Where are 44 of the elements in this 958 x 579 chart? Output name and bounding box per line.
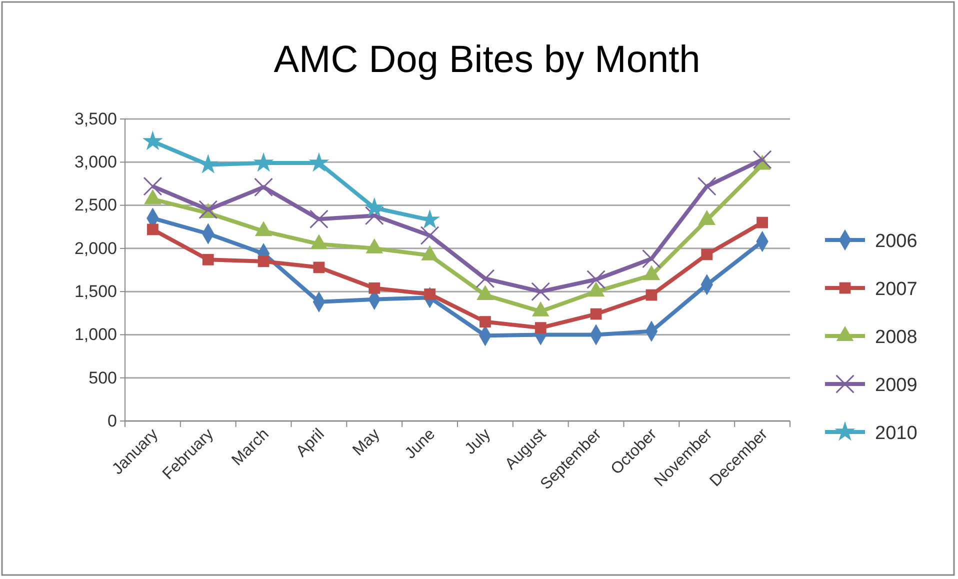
y-tick-label: 2,000 [74,238,117,258]
point [253,152,274,172]
y-tick-label: 2,500 [74,196,117,215]
chart-title: AMC Dog Bites by Month [274,39,700,81]
point [646,289,658,301]
point [364,197,385,217]
y-tick-label: 500 [88,368,117,388]
point [424,288,436,300]
point [642,249,661,268]
x-tick-label: July [462,426,494,458]
point [309,210,328,229]
y-tick-label: 1,500 [74,282,117,302]
point [364,206,384,226]
point [534,322,546,334]
point [202,254,214,266]
point [476,269,495,288]
point [480,316,491,328]
point [420,226,440,245]
legend-label: 2009 [875,375,918,396]
point [198,200,218,220]
point [590,308,602,320]
legend-label: 2007 [875,279,918,300]
x-tick-label: May [350,426,384,460]
point [142,130,163,150]
legend-label: 2010 [875,423,918,444]
legend-label: 2006 [875,231,918,252]
point [258,256,270,268]
point [752,150,772,170]
point [586,270,606,289]
point [147,224,158,236]
legend-label: 2008 [875,327,918,348]
point [697,176,716,196]
y-tick-label: 1,000 [74,325,117,344]
y-tick-label: 3,500 [74,109,117,128]
point [143,176,162,196]
point [701,248,713,260]
point [308,152,330,172]
point [531,282,550,302]
point [254,178,274,197]
point [756,216,768,228]
point [368,282,380,294]
y-tick-label: 3,000 [74,152,117,172]
y-tick-label: 0 [108,411,117,430]
point [313,262,325,274]
